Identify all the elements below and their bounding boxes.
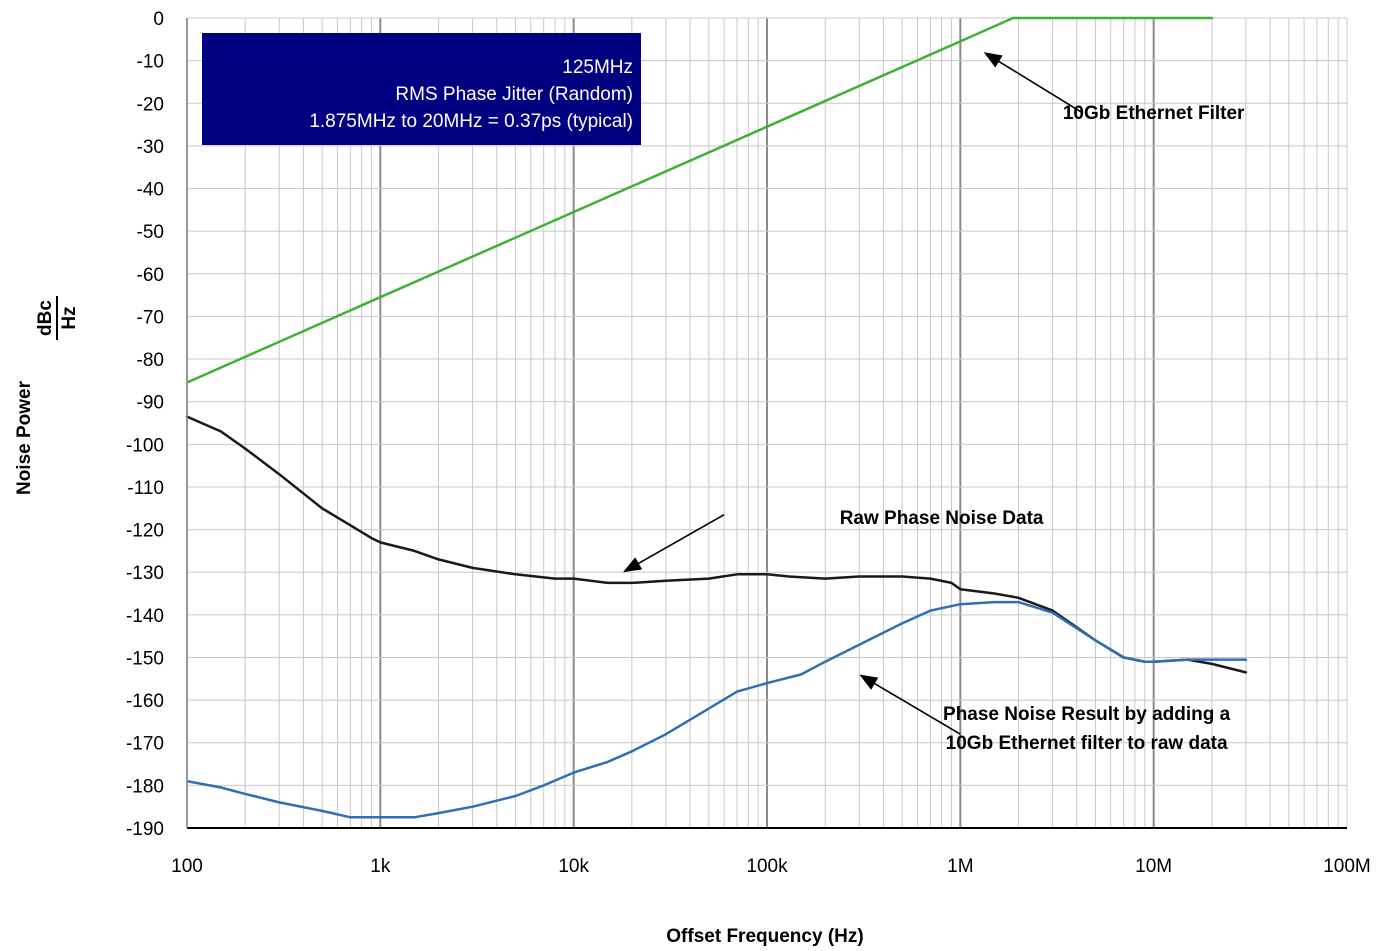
y-tick-label: -80 [137,350,164,371]
info-line-frequency: 125MHz [562,57,633,78]
annotation-label: Phase Noise Result by adding a [943,704,1231,725]
y-tick-label: -150 [126,648,164,669]
series-line-3 [185,600,1248,819]
info-line-jitter-type: RMS Phase Jitter (Random) [395,84,633,105]
chart-series [185,16,1248,819]
y-tick-label: -70 [137,307,164,328]
x-tick-label: 100M [1323,856,1371,877]
y-tick-label: -100 [126,435,164,456]
y-tick-label: 0 [153,9,164,30]
y-tick-label: -50 [137,222,164,243]
annotation-arrowhead [859,674,879,690]
x-tick-label: 10M [1135,856,1172,877]
y-axis-title: Noise Power [14,380,35,495]
chart-annotations: 10Gb Ethernet Filter Raw Phase Noise Data… [623,52,1245,754]
y-tick-label: -60 [137,265,164,286]
annotation-arrowhead [983,52,1003,68]
annotation-label: Raw Phase Noise Data [840,508,1044,529]
y-tick-label: -90 [137,393,164,414]
annotation-2: Raw Phase Noise Data [623,508,1044,573]
annotation-arrow-shaft [874,682,961,735]
y-tick-label: -160 [126,691,164,712]
x-tick-label: 1k [370,856,391,877]
y-axis-unit: dBc Hz [35,296,80,340]
x-tick-label: 10k [558,856,589,877]
info-box: 125MHz RMS Phase Jitter (Random) 1.875MH… [202,33,641,145]
y-tick-label: -120 [126,521,164,542]
y-axis-unit-numerator: dBc [35,300,56,336]
annotation-arrow-shaft [998,60,1082,113]
chart-axes: 0 -10 -20 -30 -40 -50 -60 -70 -80 -90 -100 -110 -120… [126,9,1371,877]
info-box-background [202,33,641,145]
x-tick-label: 1M [947,856,973,877]
y-tick-label: -10 [137,52,164,73]
series-line-1 [185,16,1214,384]
y-tick-label: -30 [137,137,164,158]
y-tick-label: -130 [126,563,164,584]
x-tick-label: 100 [171,856,203,877]
y-tick-label: -170 [126,734,164,755]
annotation-label: 10Gb Ethernet filter to raw data [946,733,1228,754]
y-tick-label: -20 [137,94,164,115]
annotation-arrowhead [623,557,643,573]
x-tick-label: 100k [746,856,788,877]
info-line-jitter-value: 1.875MHz to 20MHz = 0.37ps (typical) [309,111,633,132]
y-tick-label: -110 [127,478,164,499]
annotation-label: 10Gb Ethernet Filter [1063,103,1245,124]
y-tick-label: -140 [126,606,164,627]
y-tick-label: -190 [126,819,164,840]
y-tick-label: -40 [137,180,164,201]
annotation-arrow-shaft [638,513,725,565]
y-tick-label: -180 [126,776,164,797]
annotation-3: Phase Noise Result by adding a 10Gb Ether… [859,674,1231,754]
y-axis-unit-denominator: Hz [59,306,80,329]
annotation-1: 10Gb Ethernet Filter [983,52,1245,124]
x-axis-title: Offset Frequency (Hz) [666,926,863,947]
